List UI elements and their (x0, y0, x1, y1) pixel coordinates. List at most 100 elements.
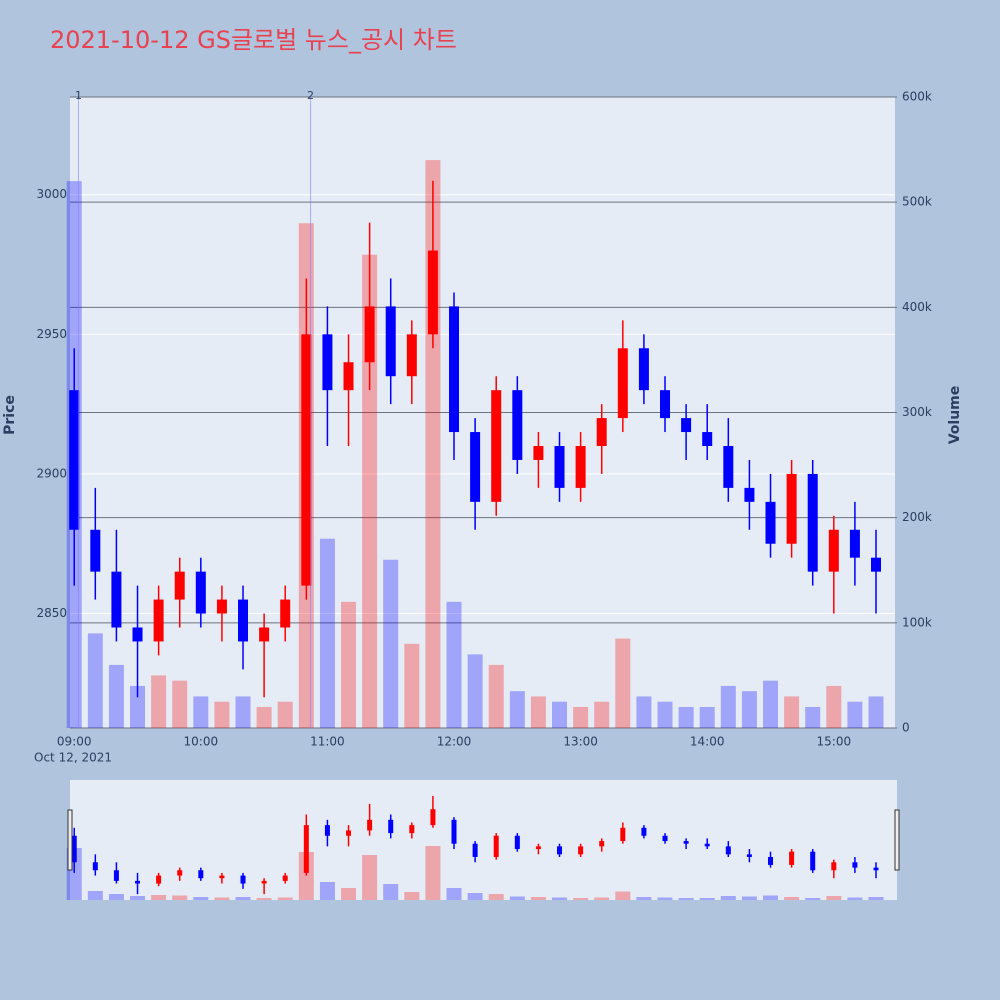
range-handle[interactable] (894, 809, 900, 871)
volume-bar (383, 884, 399, 900)
volume-bar (699, 706, 715, 728)
candle-body (90, 529, 101, 572)
candle-body (641, 827, 647, 836)
x-tick-label: 14:00 (690, 735, 725, 749)
candle-body (451, 819, 457, 844)
volume-bar (805, 706, 821, 728)
volume-bar (214, 701, 230, 728)
volume-bar (298, 852, 314, 900)
candle-body (662, 835, 668, 842)
event-label: 1 (75, 89, 82, 102)
volume-bar (172, 680, 188, 728)
candle-body (491, 390, 502, 502)
candle-body (578, 846, 584, 855)
volume-bar (172, 895, 188, 900)
volume-bar (341, 888, 357, 900)
candle-body (135, 880, 141, 884)
candle-body (259, 627, 270, 642)
candle-body (828, 529, 839, 572)
y2-tick-label: 0 (902, 721, 910, 735)
candle-body (638, 348, 649, 391)
candle-body (92, 862, 98, 871)
volume-bar (319, 538, 335, 728)
candle-body (620, 827, 626, 842)
volume-bar (678, 706, 694, 728)
candle-body (810, 851, 816, 871)
candle-body (723, 446, 734, 488)
range-slider[interactable] (70, 780, 897, 900)
volume-bar (362, 855, 378, 900)
volume-bar (805, 898, 821, 900)
candle-body (512, 390, 523, 460)
candle-body (493, 835, 499, 857)
candle-body (514, 835, 520, 850)
candle-body (599, 841, 605, 847)
candle-body (132, 627, 143, 642)
y2-tick-label: 500k (902, 195, 932, 209)
y2-tick-label: 300k (902, 405, 932, 419)
candle-body (111, 571, 122, 628)
volume-bar (277, 897, 293, 900)
event-label: 2 (307, 89, 314, 102)
x-date-label: Oct 12, 2021 (34, 751, 112, 765)
range-handle[interactable] (67, 809, 73, 871)
volume-bar (509, 896, 525, 900)
candle-body (174, 571, 185, 600)
volume-bar (763, 680, 779, 728)
x-tick-label: 15:00 (817, 735, 852, 749)
y2-tick-label: 600k (902, 90, 932, 104)
candle-body (367, 819, 373, 831)
candle-body (746, 854, 752, 857)
candle-body (219, 875, 225, 879)
volume-bar (425, 846, 441, 900)
candle-body (807, 473, 818, 572)
volume-bar (362, 254, 378, 728)
candle-body (177, 870, 183, 876)
candle-body (725, 846, 731, 855)
volume-bar (446, 601, 462, 728)
volume-bar (720, 896, 736, 900)
candle-body (575, 446, 586, 488)
candle-body (831, 862, 837, 871)
candle-body (472, 843, 478, 857)
volume-bar (594, 701, 610, 728)
candle-body (427, 250, 438, 335)
candle-body (261, 880, 267, 884)
volume-bar (193, 897, 209, 900)
volume-bar (467, 654, 483, 728)
volume-bar (784, 696, 800, 728)
x-tick-label: 11:00 (310, 735, 345, 749)
y2-tick-label: 100k (902, 615, 932, 629)
candle-body (681, 418, 692, 433)
volume-bar (868, 897, 884, 900)
volume-bar (720, 685, 736, 728)
candle-body (535, 846, 541, 850)
volume-bar (235, 897, 251, 900)
candle-body (69, 390, 80, 530)
candle-body (660, 390, 671, 419)
candle-body (744, 487, 755, 502)
volume-bar (87, 891, 103, 900)
y2-tick-label: 400k (902, 300, 932, 314)
volume-bar (193, 696, 209, 728)
candle-body (554, 446, 565, 488)
volume-bar (657, 701, 673, 728)
candle-body (702, 432, 713, 447)
volume-bar (594, 897, 610, 900)
candle-body (301, 334, 312, 586)
candle-body (533, 446, 544, 460)
candle-body (849, 529, 860, 558)
volume-bar (784, 897, 800, 900)
volume-bar (573, 898, 589, 900)
volume-bar (130, 685, 146, 728)
y-tick-label: 2900 (36, 466, 67, 480)
candle-body (557, 846, 563, 855)
candle-body (303, 825, 309, 873)
volume-bar (341, 601, 357, 728)
candle-body (683, 841, 689, 844)
candle-body (282, 875, 288, 881)
volume-bar (847, 897, 863, 900)
candle-body (596, 418, 607, 447)
volume-bar (256, 898, 272, 900)
volume-bar (741, 691, 757, 728)
